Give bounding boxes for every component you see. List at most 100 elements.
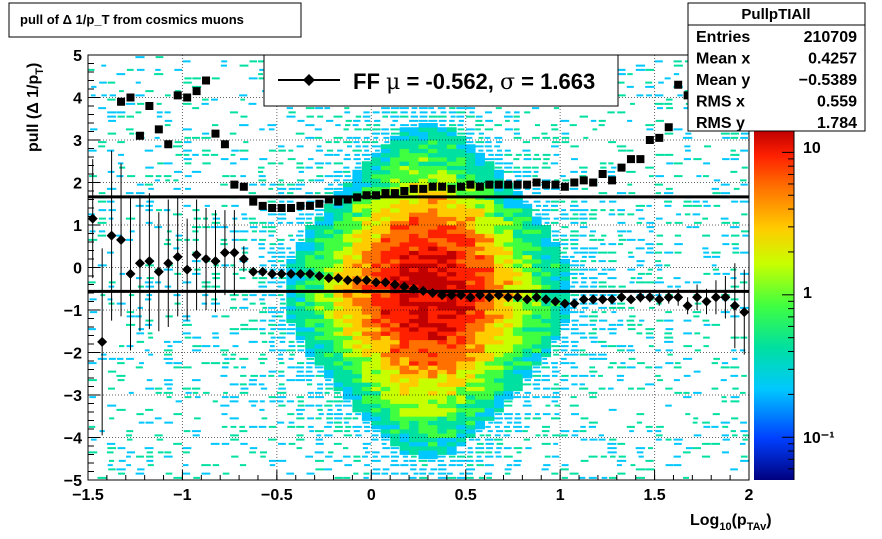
stats-value: −0.5389 xyxy=(799,72,857,89)
point-sigma xyxy=(560,182,569,191)
y-tick-label: −2 xyxy=(64,346,82,363)
point-sigma xyxy=(485,180,494,189)
point-mean xyxy=(455,290,466,301)
point-sigma xyxy=(230,180,239,189)
point-mean xyxy=(559,298,570,309)
point-sigma xyxy=(154,125,163,134)
point-sigma xyxy=(409,184,418,193)
point-mean xyxy=(144,256,155,267)
point-mean xyxy=(625,294,636,305)
point-sigma xyxy=(617,163,626,172)
stats-label: RMS x xyxy=(696,94,745,111)
point-mean xyxy=(97,336,108,347)
point-sigma xyxy=(513,180,522,189)
point-mean xyxy=(238,254,249,264)
point-mean xyxy=(248,266,259,277)
point-mean xyxy=(399,281,410,292)
point-mean xyxy=(739,307,750,318)
point-sigma xyxy=(579,176,588,185)
point-mean xyxy=(182,264,193,275)
point-sigma xyxy=(183,93,192,102)
stats-box-title: PullpTIAll xyxy=(741,6,810,23)
axes: −1.5 −1 −0.5 0 0.5 1 1.5 2 −5 −4 −3 −2 −1 0 1 2 3 4 5 xyxy=(64,48,754,504)
stats-value: 1.784 xyxy=(817,115,857,132)
point-sigma xyxy=(428,182,437,191)
point-sigma xyxy=(334,197,343,206)
point-mean xyxy=(588,294,599,305)
point-sigma xyxy=(674,80,683,89)
point-mean xyxy=(380,277,391,288)
point-mean xyxy=(484,292,495,303)
point-sigma xyxy=(664,123,673,132)
point-sigma xyxy=(135,131,144,140)
point-mean xyxy=(550,296,561,307)
y-tick-label: −5 xyxy=(64,473,82,490)
point-mean xyxy=(503,292,514,303)
point-sigma xyxy=(305,201,314,210)
point-sigma xyxy=(598,170,607,178)
point-sigma xyxy=(239,182,248,191)
point-mean xyxy=(569,298,580,309)
point-sigma xyxy=(608,176,617,185)
point-sigma xyxy=(645,136,654,144)
legend-marker xyxy=(303,74,315,86)
point-sigma xyxy=(655,133,664,142)
point-mean xyxy=(106,230,117,241)
point-sigma xyxy=(164,140,173,149)
x-tick-label: 0 xyxy=(367,487,376,504)
point-sigma xyxy=(296,201,305,210)
point-mean xyxy=(418,285,429,296)
point-mean xyxy=(352,275,363,286)
y-tick-label: 1 xyxy=(73,218,82,235)
point-mean xyxy=(229,247,240,258)
point-mean xyxy=(134,258,145,269)
point-sigma xyxy=(362,191,371,200)
point-mean xyxy=(644,292,655,303)
point-mean xyxy=(408,283,419,294)
point-mean xyxy=(163,258,174,269)
x-tick-label: 1 xyxy=(556,487,565,504)
y-tick-label: −1 xyxy=(64,303,82,320)
stats-value: 210709 xyxy=(804,29,857,46)
point-mean xyxy=(512,292,523,303)
point-mean xyxy=(465,292,476,303)
point-sigma xyxy=(381,189,390,198)
point-sigma xyxy=(117,97,126,106)
x-tick-label: −1 xyxy=(173,487,191,504)
point-sigma xyxy=(456,182,465,191)
colorbar-label-0.1: 10⁻¹ xyxy=(803,430,835,447)
point-mean xyxy=(276,268,287,279)
point-sigma xyxy=(287,204,296,212)
point-mean xyxy=(654,294,665,305)
x-axis-label: Log10(pTAv) xyxy=(690,512,772,533)
point-sigma xyxy=(466,180,475,189)
fit-lines xyxy=(88,195,749,293)
point-mean xyxy=(153,266,164,277)
point-mean xyxy=(682,300,693,311)
point-sigma xyxy=(636,155,645,164)
y-tick-label: 5 xyxy=(73,48,82,65)
point-sigma xyxy=(126,93,135,102)
y-tick-label: −4 xyxy=(64,431,82,448)
x-tick-label: −1.5 xyxy=(72,487,104,504)
stats-value: 0.4257 xyxy=(808,51,857,68)
point-sigma xyxy=(541,180,550,189)
point-sigma xyxy=(400,187,409,195)
y-tick-label: 0 xyxy=(73,261,82,278)
point-sigma xyxy=(523,180,532,189)
stats-label: Entries xyxy=(696,29,750,46)
chart-title: pull of Δ 1/p_T from cosmics muons xyxy=(20,12,244,27)
point-mean xyxy=(710,292,721,303)
point-mean xyxy=(295,268,306,279)
stats-label: Mean y xyxy=(696,72,750,89)
point-mean xyxy=(663,292,674,303)
point-sigma xyxy=(324,195,333,204)
point-sigma xyxy=(589,178,598,187)
x-tick-label: 2 xyxy=(745,487,754,504)
point-mean xyxy=(729,300,740,311)
point-mean xyxy=(304,268,315,279)
point-mean xyxy=(191,249,202,260)
point-mean xyxy=(342,275,353,286)
point-mean xyxy=(267,268,278,279)
